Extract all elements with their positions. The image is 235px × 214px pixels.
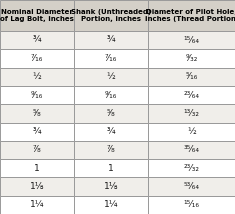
Text: ¹³⁄₃₂: ¹³⁄₃₂: [184, 109, 200, 118]
Bar: [148, 141, 235, 159]
Bar: [148, 31, 235, 49]
Text: ⁷⁄₁₆: ⁷⁄₁₆: [31, 54, 43, 63]
Bar: [74, 141, 148, 159]
Bar: [74, 0, 148, 31]
Text: 1¼: 1¼: [30, 200, 44, 209]
Text: Diameter of Pilot Hole,
inches (Thread Portion): Diameter of Pilot Hole, inches (Thread P…: [145, 9, 235, 22]
Bar: [0, 86, 74, 104]
Text: 1⅛: 1⅛: [30, 182, 44, 191]
Bar: [0, 123, 74, 141]
Text: ³⁵⁄₆₄: ³⁵⁄₆₄: [184, 146, 200, 155]
Text: ⁵⁄₈: ⁵⁄₈: [33, 109, 41, 118]
Text: ¾: ¾: [33, 36, 41, 45]
Bar: [74, 49, 148, 68]
Text: 1¼: 1¼: [104, 200, 118, 209]
Text: ¹⁵⁄₆₄: ¹⁵⁄₆₄: [184, 36, 200, 45]
Bar: [148, 49, 235, 68]
Bar: [0, 49, 74, 68]
Bar: [74, 177, 148, 196]
Bar: [74, 104, 148, 122]
Bar: [148, 0, 235, 31]
Bar: [0, 104, 74, 122]
Text: ⁵⁄₁₆: ⁵⁄₁₆: [185, 72, 198, 81]
Bar: [74, 159, 148, 177]
Text: ⁹⁄₁₆: ⁹⁄₁₆: [105, 91, 117, 100]
Bar: [148, 177, 235, 196]
Text: ⁹⁄₁₆: ⁹⁄₁₆: [31, 91, 43, 100]
Text: 1⅛: 1⅛: [104, 182, 118, 191]
Text: ²³⁄₃₂: ²³⁄₃₂: [184, 164, 200, 173]
Text: ¾: ¾: [33, 127, 41, 136]
Bar: [0, 31, 74, 49]
Text: ½: ½: [33, 72, 41, 81]
Bar: [0, 159, 74, 177]
Text: Nominal Diameter
of Lag Bolt, inches: Nominal Diameter of Lag Bolt, inches: [0, 9, 74, 22]
Bar: [0, 196, 74, 214]
Bar: [74, 123, 148, 141]
Text: ¾: ¾: [107, 127, 115, 136]
Text: Shank (Unthreaded)
Portion, inches: Shank (Unthreaded) Portion, inches: [71, 9, 151, 22]
Bar: [74, 31, 148, 49]
Bar: [148, 68, 235, 86]
Text: ⁷⁄₈: ⁷⁄₈: [107, 146, 115, 155]
Text: ⁵³⁄₆₄: ⁵³⁄₆₄: [184, 182, 200, 191]
Bar: [148, 104, 235, 122]
Text: ⁷⁄₈: ⁷⁄₈: [33, 146, 41, 155]
Bar: [0, 68, 74, 86]
Bar: [148, 159, 235, 177]
Bar: [0, 177, 74, 196]
Bar: [148, 86, 235, 104]
Text: ¾: ¾: [107, 36, 115, 45]
Bar: [148, 123, 235, 141]
Bar: [148, 196, 235, 214]
Bar: [0, 0, 74, 31]
Text: 1: 1: [34, 164, 40, 173]
Bar: [0, 141, 74, 159]
Bar: [74, 68, 148, 86]
Text: ½: ½: [187, 127, 196, 136]
Bar: [74, 86, 148, 104]
Text: ²³⁄₆₄: ²³⁄₆₄: [184, 91, 200, 100]
Text: ⁷⁄₁₆: ⁷⁄₁₆: [105, 54, 117, 63]
Text: ⁹⁄₃₂: ⁹⁄₃₂: [185, 54, 198, 63]
Text: ⁵⁄₈: ⁵⁄₈: [107, 109, 115, 118]
Text: ½: ½: [107, 72, 115, 81]
Text: 1: 1: [108, 164, 114, 173]
Text: ¹⁵⁄₁₆: ¹⁵⁄₁₆: [184, 200, 200, 209]
Bar: [74, 196, 148, 214]
